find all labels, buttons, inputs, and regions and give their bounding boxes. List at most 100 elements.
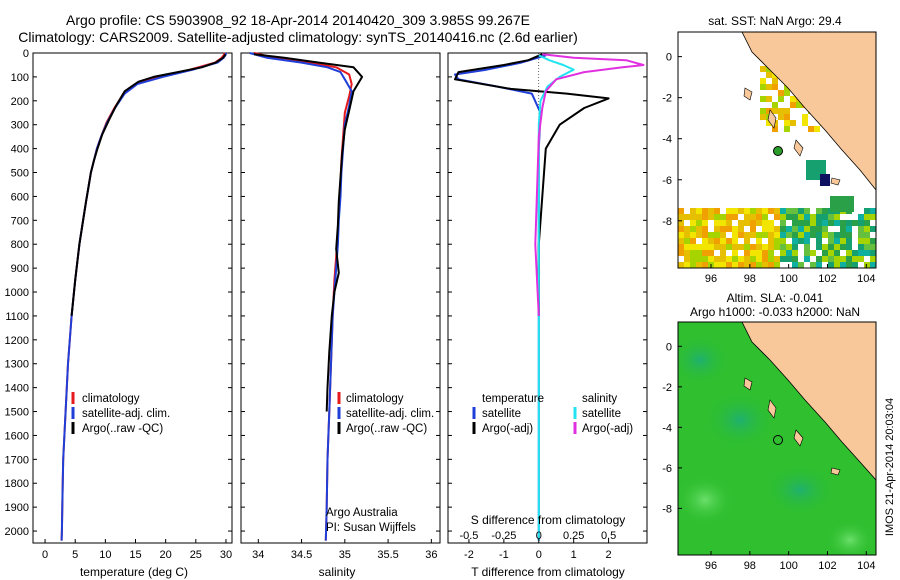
island-nias	[767, 399, 777, 419]
sst-cell	[834, 256, 840, 262]
x-tick-label: -2	[464, 549, 474, 561]
sst-cell	[768, 244, 774, 250]
sst-cell	[762, 256, 768, 262]
sst-cell	[846, 232, 852, 238]
sst-cell	[750, 250, 756, 256]
sst-cell	[808, 126, 814, 132]
sst-cell	[750, 262, 756, 268]
sst-cell	[828, 232, 834, 238]
island-enggano	[830, 177, 841, 186]
island-simeulue	[743, 87, 753, 101]
sst-cell	[750, 226, 756, 232]
sst-cell	[690, 244, 696, 250]
depth-tick-label: 600	[11, 191, 29, 203]
sst-cell	[690, 220, 696, 226]
sst-cell	[792, 262, 798, 268]
sst-cell	[840, 232, 846, 238]
depth-tick-label: 700	[11, 215, 29, 227]
x-tick-label: 0	[536, 549, 542, 561]
sst-cell	[768, 232, 774, 238]
land-sumatra	[741, 322, 876, 481]
sst-cell	[678, 232, 684, 238]
series-line-argo-adj	[534, 53, 645, 316]
sst-cell	[816, 238, 822, 244]
map-y-tick-label: -2	[662, 382, 672, 394]
island-siberut	[793, 429, 804, 447]
sst-cell	[732, 208, 738, 214]
sst-cell	[714, 256, 720, 262]
sst-cell	[708, 238, 714, 244]
x-tick-label: 10	[99, 549, 111, 561]
legend-temperature-heading: temperature	[482, 393, 544, 405]
sst-cell	[810, 262, 816, 268]
sst-cell	[780, 220, 786, 226]
depth-tick-label: 100	[11, 72, 29, 84]
sst-cell	[864, 262, 870, 268]
depth-tick-label: 1500	[5, 407, 29, 419]
sst-cell	[786, 232, 792, 238]
sst-cell	[762, 232, 768, 238]
sst-cell	[816, 244, 822, 250]
sst-cell	[828, 214, 834, 220]
salinity-plot	[241, 52, 440, 541]
sst-cell	[778, 90, 784, 96]
sst-cell	[846, 238, 852, 244]
sst-cell	[864, 244, 870, 250]
sst-cell	[858, 244, 864, 250]
sst-cell	[690, 262, 696, 268]
sst-cell	[780, 214, 786, 220]
depth-tick-label: 1100	[5, 311, 29, 323]
argo-position-marker	[773, 146, 783, 156]
legend-argo-label: Argo(..raw -QC)	[346, 423, 427, 435]
sst-cell	[732, 262, 738, 268]
sst-cell	[708, 214, 714, 220]
island-siberut	[793, 139, 804, 157]
map-x-tick-label: 96	[705, 273, 717, 285]
sst-map-title: sat. SST: NaN Argo: 29.4	[708, 14, 842, 28]
sst-cell	[772, 102, 778, 108]
sst-cell	[846, 244, 852, 250]
sst-cell	[870, 262, 876, 268]
sst-cell	[858, 250, 864, 256]
x-tick-label: 0	[42, 549, 48, 561]
salinity-xticks: 34 34.5 35 35.5 36	[252, 539, 437, 561]
sst-cell	[864, 220, 870, 226]
legend-satellite-label: satellite-adj. clim.	[346, 408, 434, 420]
sst-cell	[804, 208, 810, 214]
sst-cell	[786, 250, 792, 256]
sst-cell	[756, 220, 762, 226]
sst-cell	[822, 256, 828, 262]
sst-cell	[702, 238, 708, 244]
sst-cell	[762, 250, 768, 256]
difference-panel	[447, 52, 648, 544]
sst-cell	[702, 244, 708, 250]
map-x-tick-label: 100	[779, 560, 797, 572]
sst-cell	[846, 226, 852, 232]
sst-cell	[802, 114, 808, 120]
sst-cell	[708, 250, 714, 256]
map-x-tick-label: 102	[818, 560, 836, 572]
sst-cell	[846, 262, 852, 268]
x-tick-label: 35.5	[377, 549, 398, 561]
sst-cell	[756, 214, 762, 220]
sst-cell	[792, 208, 798, 214]
depth-tick-label: 1200	[5, 335, 29, 347]
sst-cell	[814, 126, 820, 132]
argo-position-marker	[773, 435, 783, 445]
sst-cell	[834, 238, 840, 244]
temperature-plot	[33, 52, 232, 541]
sst-cell	[774, 244, 780, 250]
legend-ssat-label: satellite	[582, 408, 621, 420]
sst-cell	[762, 220, 768, 226]
sst-cell	[720, 238, 726, 244]
sst-cell	[766, 96, 772, 102]
series-line-argo-raw-qc	[253, 53, 364, 412]
sst-cell	[702, 220, 708, 226]
climatology-title: Climatology: CARS2009. Satellite-adjuste…	[18, 29, 578, 45]
sst-cell	[784, 90, 790, 96]
sst-cell	[714, 238, 720, 244]
sst-cell	[768, 262, 774, 268]
sst-cell	[696, 244, 702, 250]
sst-cell	[774, 226, 780, 232]
sst-cell	[708, 232, 714, 238]
